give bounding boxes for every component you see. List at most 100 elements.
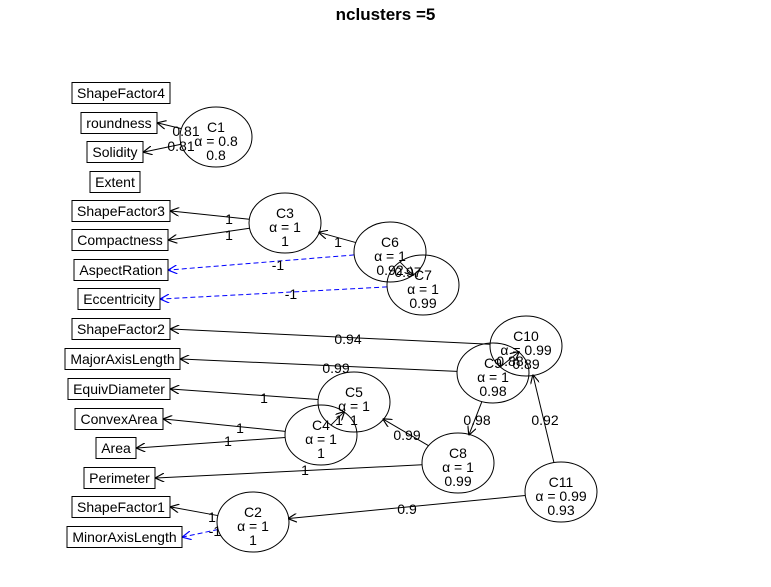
- cluster-alpha: α = 1: [407, 281, 439, 297]
- cluster-alpha: α = 0.99: [535, 488, 587, 504]
- edge-weight-label: 1: [334, 234, 342, 250]
- cluster-value: 1: [317, 445, 325, 461]
- edge-C9-MajorAxisLength: [181, 359, 458, 372]
- edge-C5-EquivDiameter: [171, 389, 319, 400]
- cluster-name: C6: [381, 234, 399, 250]
- edge-weight-label: 0.98: [463, 412, 490, 428]
- variable-label: ShapeFactor3: [77, 203, 165, 219]
- cluster-value: 0.99: [444, 473, 471, 489]
- cluster-name: C8: [449, 445, 467, 461]
- variable-node-Area: Area: [95, 437, 137, 459]
- edge-C2-ShapeFactor1: [171, 507, 218, 517]
- edge-weight-label: 1: [301, 462, 309, 478]
- variable-node-ShapeFactor2: ShapeFactor2: [71, 318, 171, 340]
- cluster-alpha: α = 1: [477, 369, 509, 385]
- variable-node-ConvexArea: ConvexArea: [74, 408, 164, 430]
- edge-C6-C3: [319, 232, 356, 244]
- variable-node-EquivDiameter: EquivDiameter: [67, 378, 171, 400]
- edge-C6-AspectRation: [169, 254, 355, 270]
- edge-weight-label: 1: [225, 227, 233, 243]
- cluster-value: 0.8: [206, 147, 226, 163]
- cluster-name: C9: [484, 355, 502, 371]
- edge-C3-ShapeFactor3: [171, 211, 250, 220]
- edge-weight-label: 0.97: [394, 264, 421, 280]
- variable-label: AspectRation: [79, 262, 162, 278]
- variable-label: ShapeFactor2: [77, 321, 165, 337]
- edge-weight-label: 0.92: [531, 412, 558, 428]
- cluster-alpha: α = 1: [338, 398, 370, 414]
- edge-weight-label: -1: [209, 523, 222, 539]
- edge-C1-Solidity: [144, 143, 182, 152]
- cluster-name: C3: [276, 205, 294, 221]
- cluster-alpha: α = 1: [237, 518, 269, 534]
- edge-C5-C4: [330, 412, 344, 426]
- variable-node-Compactness: Compactness: [71, 229, 169, 251]
- cluster-node-C1: C1α = 0.80.8: [179, 106, 253, 168]
- edge-weight-label: 1: [208, 509, 216, 525]
- cluster-alpha: α = 1: [374, 248, 406, 264]
- edge-weight-label: -1: [285, 286, 298, 302]
- edge-C1-roundness: [158, 123, 182, 129]
- edge-weight-label: 1: [260, 390, 268, 406]
- edge-weight-label: 0.81: [167, 138, 194, 154]
- cluster-name: C2: [244, 504, 262, 520]
- edge-weight-label: 0.81: [172, 123, 199, 139]
- edge-C4-Area: [137, 437, 286, 448]
- edge-C7-Eccentricity: [161, 286, 388, 299]
- variable-node-AspectRation: AspectRation: [73, 259, 169, 281]
- variable-node-MajorAxisLength: MajorAxisLength: [64, 348, 181, 370]
- cluster-alpha: α = 1: [305, 431, 337, 447]
- variable-label: ShapeFactor1: [77, 499, 165, 515]
- edge-C8-Perimeter: [156, 464, 423, 478]
- cluster-alpha: α = 1: [442, 459, 474, 475]
- cluster-value: 1: [350, 412, 358, 428]
- edge-weight-label: -1: [272, 257, 285, 273]
- variable-label: Compactness: [77, 232, 163, 248]
- diagram-title: nclusters =5: [335, 5, 436, 24]
- cluster-name: C5: [345, 384, 363, 400]
- cluster-value: 0.99: [409, 295, 436, 311]
- variable-node-Extent: Extent: [89, 171, 141, 193]
- edge-C9-C8: [469, 401, 483, 435]
- variable-label: EquivDiameter: [73, 381, 165, 397]
- cluster-name: C11: [549, 474, 574, 490]
- cluster-node-C2: C2α = 11: [216, 491, 290, 553]
- cluster-alpha: α = 0.99: [500, 342, 552, 358]
- cluster-name: C10: [513, 328, 539, 344]
- variable-node-ShapeFactor4: ShapeFactor4: [71, 82, 171, 104]
- edge-C3-Compactness: [169, 227, 250, 240]
- variable-node-Perimeter: Perimeter: [83, 467, 156, 489]
- variable-node-MinorAxisLength: MinorAxisLength: [66, 526, 183, 548]
- cluster-value: 1: [249, 532, 257, 548]
- variable-label: ConvexArea: [80, 411, 157, 427]
- cluster-name: C1: [207, 119, 225, 135]
- edge-weight-label: 1: [335, 412, 343, 428]
- cluster-node-C3: C3α = 11: [248, 192, 322, 254]
- edge-weight-label: 0.99: [322, 360, 349, 376]
- variable-node-ShapeFactor1: ShapeFactor1: [71, 496, 171, 518]
- cluster-value: 0.92: [376, 262, 403, 278]
- edge-weight-label: 0.88: [496, 353, 523, 369]
- variable-label: roundness: [86, 115, 151, 131]
- variable-label: Extent: [95, 174, 135, 190]
- cluster-node-C6: C6α = 10.92: [353, 221, 427, 283]
- cluster-node-C5: C5α = 11: [317, 371, 391, 433]
- edge-weight-label: 1: [225, 211, 233, 227]
- variable-node-roundness: roundness: [80, 112, 158, 134]
- edge-C10-ShapeFactor2: [171, 329, 491, 345]
- cluster-alpha: α = 0.8: [194, 133, 238, 149]
- edge-C8-C5: [383, 419, 429, 447]
- cluster-node-C8: C8α = 10.99: [421, 432, 495, 494]
- variables-layer: ShapeFactor4 roundness Solidity Extent Shape…: [64, 82, 183, 548]
- edge-weight-label: 0.94: [334, 331, 361, 347]
- cluster-value: 0.93: [547, 502, 574, 518]
- edge-C7-C6: [399, 261, 413, 275]
- edge-weight-label: 0.9: [397, 501, 417, 517]
- variable-node-Solidity: Solidity: [86, 141, 144, 163]
- variable-node-Eccentricity: Eccentricity: [77, 288, 161, 310]
